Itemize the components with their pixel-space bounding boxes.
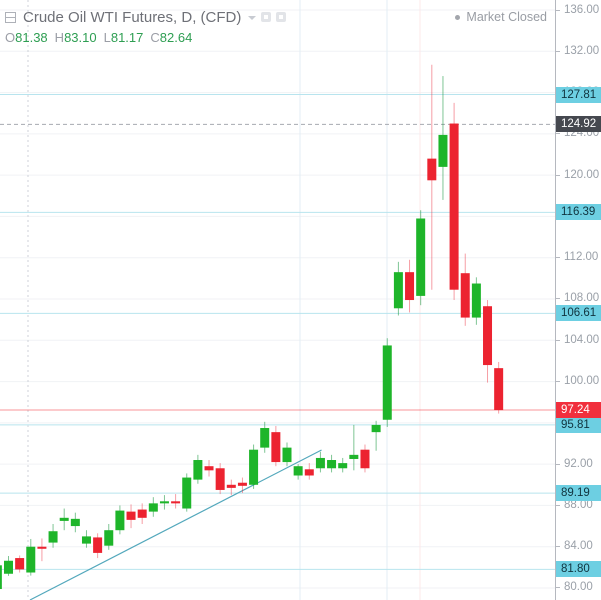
candle-body [48, 531, 58, 543]
high-label: H [54, 30, 65, 45]
candle-body [260, 428, 270, 448]
candle-body [416, 218, 426, 296]
candle-body [460, 273, 470, 318]
candle-body [427, 158, 437, 181]
candle-body [393, 272, 403, 309]
candle-body [4, 560, 13, 574]
candle-body [349, 454, 359, 459]
candle-body [104, 530, 114, 546]
axis-price-label: 100.00 [555, 374, 601, 389]
candle-body [338, 463, 348, 469]
candle-body [59, 517, 69, 521]
open-label: O [5, 30, 16, 45]
candle-body [449, 123, 459, 290]
candle-body [15, 558, 25, 570]
axis-price-label: 84.00 [555, 539, 601, 554]
market-status-text: Market Closed [466, 10, 547, 24]
price-chart-canvas[interactable] [0, 0, 555, 600]
trendline-drawing[interactable] [29, 449, 322, 600]
candle-body [494, 368, 504, 411]
candle-body [371, 424, 381, 433]
candle-body [115, 510, 125, 531]
candle-body [0, 565, 2, 590]
candle-body [237, 482, 247, 486]
low-label: L [103, 30, 111, 45]
close-label: C [150, 30, 160, 45]
legend-settings-icon[interactable] [261, 12, 272, 22]
symbol-title[interactable]: Crude Oil WTI Futures, D, (CFD) [23, 8, 242, 26]
candle-body [70, 518, 80, 527]
axis-price-label: 112.00 [555, 250, 601, 265]
candle-body [93, 537, 103, 553]
axis-price-label: 104.00 [555, 333, 601, 348]
candle-body [282, 447, 292, 463]
high-value: 83.10 [64, 30, 97, 45]
axis-price-label: 132.00 [555, 44, 601, 59]
candle-body [438, 134, 448, 167]
candle-body [360, 449, 370, 469]
axis-price-label: 92.00 [555, 457, 601, 472]
candle-body [159, 501, 169, 504]
market-status-dot-icon [455, 14, 461, 20]
candle-body [137, 509, 147, 518]
legend-title-row: Crude Oil WTI Futures, D, (CFD) [5, 8, 287, 26]
candle-body [471, 283, 481, 318]
caret-down-icon[interactable] [248, 16, 257, 20]
candle-body [171, 501, 181, 504]
candle-body [382, 345, 392, 420]
axis-price-label: 88.00 [555, 498, 601, 513]
level-price-badge: 89.19 [556, 485, 601, 502]
candle-body [26, 546, 36, 573]
candle-body [483, 306, 493, 366]
candle-body [126, 511, 136, 520]
market-status: Market Closed [455, 10, 547, 24]
reference-price-badge: 124.92 [556, 116, 601, 133]
candle-body [327, 460, 337, 469]
axis-price-label: 120.00 [555, 168, 601, 183]
last-price-badge: 97.24 [556, 402, 601, 419]
candles [0, 64, 504, 590]
candle-body [271, 432, 281, 463]
level-price-badge: 127.81 [556, 86, 601, 103]
candle-body [182, 477, 192, 509]
open-value: 81.38 [15, 30, 48, 45]
candle-body [249, 449, 259, 485]
candle-body [37, 546, 47, 549]
axis-price-label: 108.00 [555, 291, 601, 306]
candle-body [81, 536, 91, 544]
level-price-badge: 106.61 [556, 305, 601, 322]
candle-body [293, 466, 303, 476]
candle-body [315, 457, 325, 469]
ohlc-readout: O81.38 H83.10 L81.17 C82.64 [5, 30, 286, 45]
axis-price-label: 136.00 [555, 3, 601, 18]
collapse-legend-icon[interactable] [5, 11, 16, 23]
level-price-badge: 81.80 [556, 561, 601, 578]
grid [0, 0, 555, 600]
candle-body [215, 468, 225, 490]
candle-body [148, 503, 158, 512]
price-level-lines [0, 94, 555, 570]
symbol-legend: Crude Oil WTI Futures, D, (CFD) O81.38 H8… [5, 8, 287, 45]
price-axis[interactable]: 136.00132.00128.00124.00120.00116.00112.… [555, 0, 601, 600]
low-value: 81.17 [110, 30, 144, 45]
candle-body [226, 484, 236, 488]
axis-price-label: 80.00 [555, 580, 601, 595]
legend-more-icon[interactable] [276, 12, 287, 22]
candle-body [204, 466, 214, 471]
close-value: 82.64 [159, 30, 193, 45]
level-price-badge: 95.81 [556, 416, 601, 433]
candle-body [405, 272, 415, 301]
level-price-badge: 116.39 [556, 204, 601, 221]
candle-body [193, 460, 203, 480]
candle-body [304, 469, 314, 476]
